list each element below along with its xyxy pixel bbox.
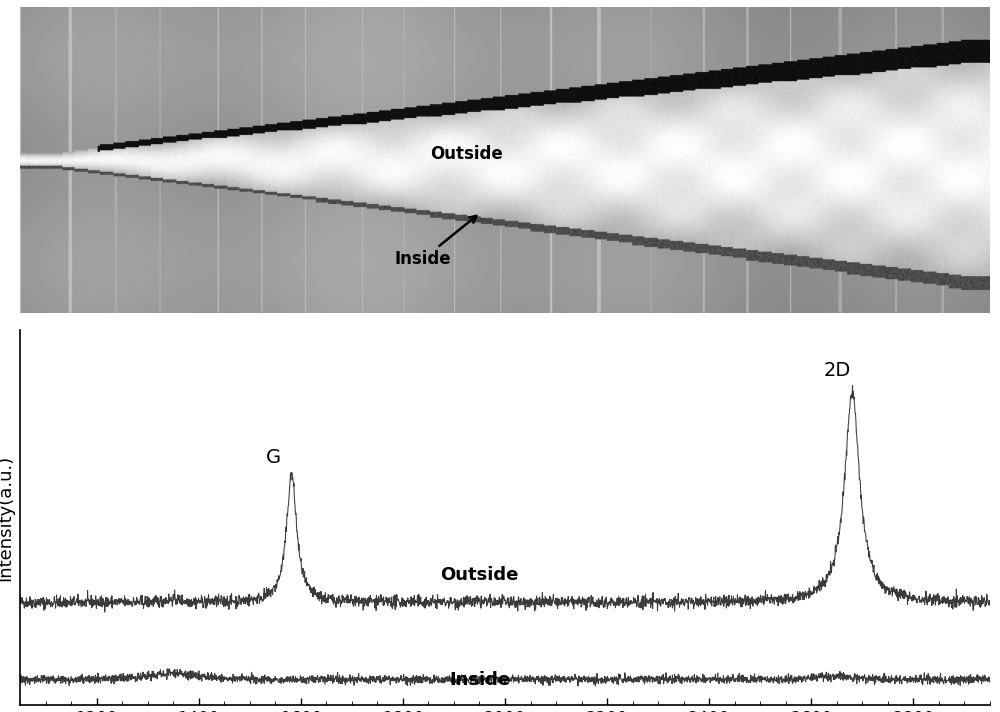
Y-axis label: Intensity(a.u.): Intensity(a.u.) <box>0 454 14 581</box>
Text: Inside: Inside <box>449 671 510 689</box>
Text: Outside: Outside <box>430 145 503 163</box>
Text: 2D: 2D <box>823 361 850 379</box>
Text: Outside: Outside <box>440 566 519 584</box>
Text: G: G <box>266 448 281 466</box>
Text: Inside: Inside <box>394 216 476 268</box>
